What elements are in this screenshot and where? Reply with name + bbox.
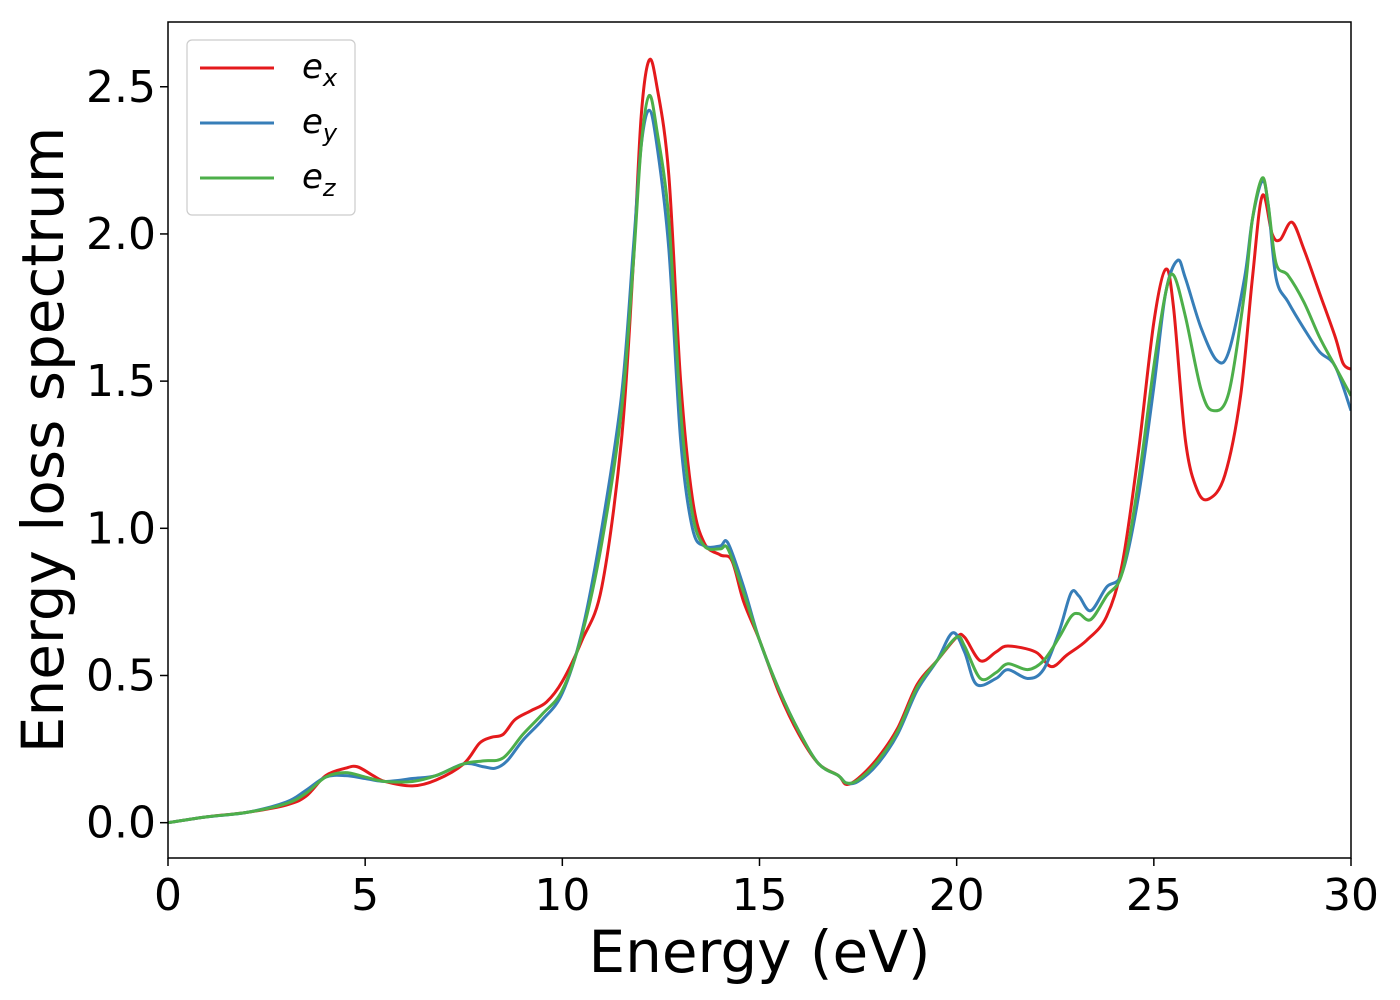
series-line-z: [168, 94, 1351, 825]
y-tick-label: 1.5: [86, 356, 156, 407]
axes-layer: 0 5 10 15 20 25 30 0.0 0.5 1.0 1.5 2.0 2.5: [86, 21, 1379, 921]
x-axis-title: Energy (eV): [588, 918, 930, 986]
y-tick-label: 1.0: [86, 503, 156, 554]
y-tick-label: 2.5: [86, 62, 156, 113]
x-tick-label: 5: [351, 870, 379, 921]
x-tick-label: 0: [154, 870, 182, 921]
x-tick-label: 30: [1323, 870, 1379, 921]
x-tick-label: 25: [1126, 870, 1182, 921]
y-tick-label: 2.0: [86, 209, 156, 260]
plot-area: [168, 22, 1351, 858]
series-layer: [168, 57, 1351, 825]
y-tick-label: 0.5: [86, 650, 156, 701]
legend-box: [186, 39, 356, 216]
x-tick-label: 10: [534, 870, 590, 921]
y-axis-title: Energy loss spectrum: [9, 127, 77, 753]
y-tick-label: 0.0: [86, 798, 156, 849]
plot-background: [168, 22, 1351, 858]
x-tick-label: 20: [929, 870, 985, 921]
x-tick-label: 15: [732, 870, 788, 921]
